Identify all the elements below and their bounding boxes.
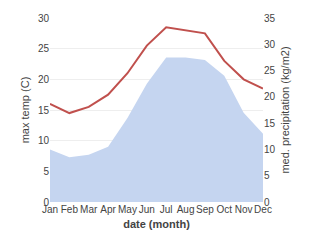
svg-text:Jul: Jul [160,204,173,215]
svg-text:0: 0 [43,197,49,208]
svg-text:15: 15 [38,105,50,116]
svg-text:10: 10 [264,144,276,155]
svg-text:5: 5 [43,166,49,177]
svg-text:Feb: Feb [61,204,79,215]
svg-text:30: 30 [264,39,276,50]
svg-text:30: 30 [38,13,50,24]
svg-text:Dec: Dec [254,204,272,215]
svg-text:25: 25 [264,65,276,76]
svg-text:max temp (C): max temp (C) [19,77,31,144]
svg-text:20: 20 [38,74,50,85]
svg-text:20: 20 [264,91,276,102]
svg-text:Apr: Apr [100,204,116,215]
svg-text:med. precipitation (kg/m2): med. precipitation (kg/m2) [279,46,291,173]
svg-text:Jun: Jun [139,204,155,215]
svg-text:Mar: Mar [80,204,98,215]
svg-text:0: 0 [264,197,270,208]
svg-text:May: May [118,204,137,215]
svg-text:date (month): date (month) [123,218,190,230]
svg-text:35: 35 [264,13,276,24]
svg-text:25: 25 [38,43,50,54]
svg-text:15: 15 [264,118,276,129]
svg-text:5: 5 [264,170,270,181]
svg-text:10: 10 [38,135,50,146]
svg-text:Nov: Nov [235,204,253,215]
svg-text:Sep: Sep [196,204,214,215]
svg-text:Aug: Aug [177,204,195,215]
svg-text:Oct: Oct [216,204,232,215]
svg-text:Jan: Jan [42,204,58,215]
